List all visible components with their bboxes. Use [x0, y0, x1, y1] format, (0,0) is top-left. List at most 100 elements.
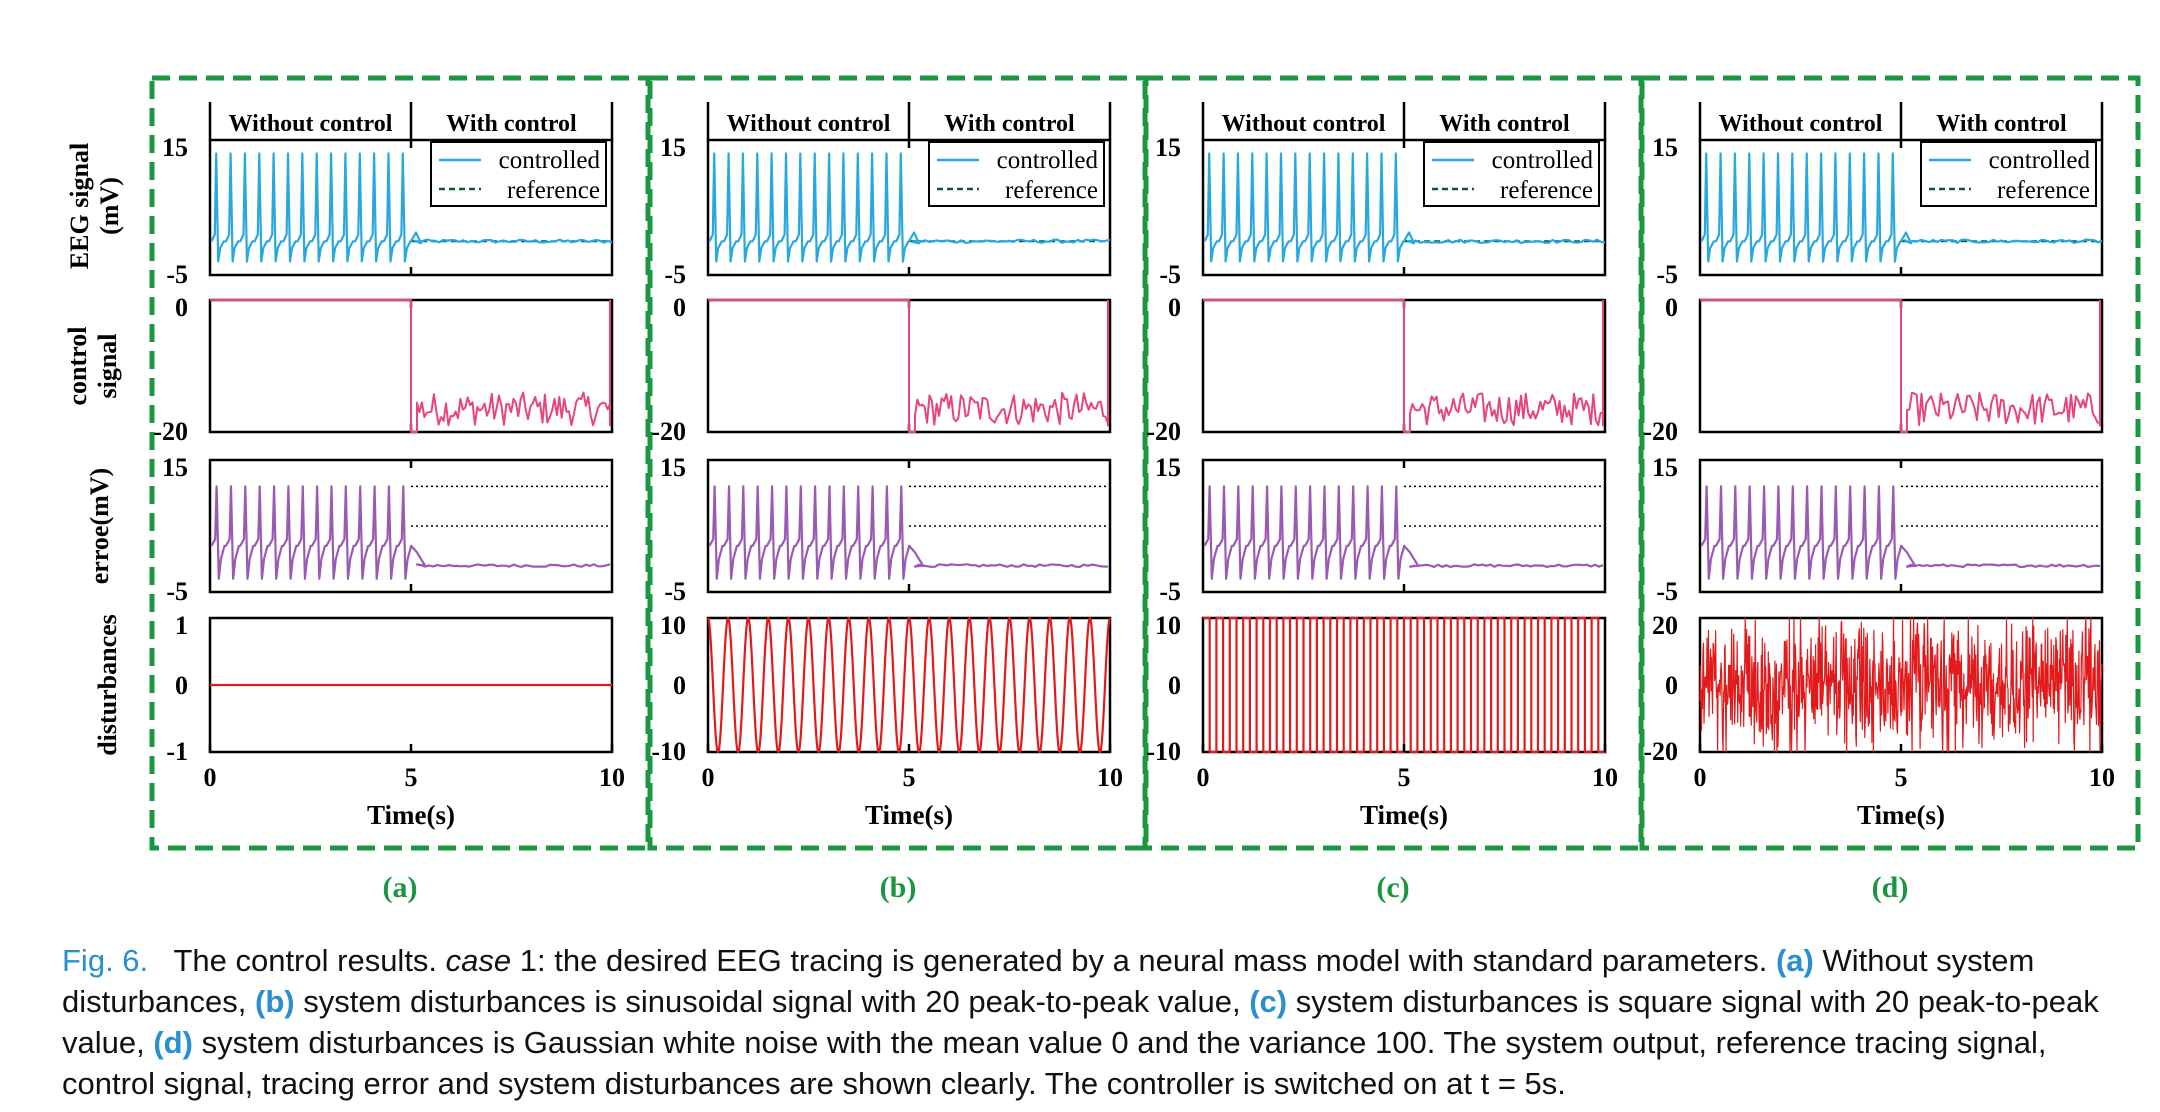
- control-ytick-label: -20: [1146, 417, 1181, 446]
- panel-a: Without control With control 1 5 -5 controlle…: [149, 75, 651, 904]
- eeg-controlled-line: [210, 152, 613, 263]
- legend-label-reference: reference: [1005, 177, 1098, 204]
- segment-label-without-control: Without control: [727, 111, 891, 137]
- disturbance-ytick-label: 10: [1155, 611, 1181, 640]
- caption-panel-label: (c): [1249, 984, 1288, 1019]
- control-ytick-label: 0: [175, 293, 188, 322]
- segment-label-with-control: With control: [446, 111, 577, 137]
- row-label-error: erroe(mV): [85, 468, 114, 584]
- xtick-label: 10: [1592, 763, 1618, 792]
- row-label-eeg-unit: (mV): [95, 177, 124, 235]
- xtick-label: 0: [204, 763, 217, 792]
- disturbance-line: [707, 616, 1111, 754]
- disturbance-ytick-label: 0: [175, 671, 188, 700]
- control-ytick-label: 0: [673, 293, 686, 322]
- eeg-legend: controlled reference: [1920, 141, 2097, 207]
- legend-label-reference: reference: [1997, 177, 2090, 204]
- xtick-label: 5: [1895, 763, 1908, 792]
- legend-box: [1423, 141, 1600, 207]
- x-axis-title: Time(s): [865, 800, 953, 830]
- control-ytick-label: 0: [1665, 293, 1678, 322]
- error-ytick-label: 15: [660, 453, 686, 482]
- error-ytick-label: -5: [664, 577, 686, 606]
- row-label-control-2: signal: [93, 333, 122, 398]
- error-line: [210, 485, 611, 580]
- caption-fig-label: Fig. 6.: [62, 943, 149, 978]
- control-ytick-label: -20: [651, 417, 686, 446]
- eeg-ytick-label: -5: [166, 260, 188, 289]
- error-line: [1203, 485, 1604, 580]
- eeg-ytick-label: -5: [1159, 260, 1181, 289]
- disturbance-line: [1699, 617, 2103, 753]
- xtick-label: 5: [1398, 763, 1411, 792]
- caption-text: system disturbances is square signal wit…: [62, 984, 2099, 1060]
- panel-label: (b): [880, 871, 917, 904]
- legend-label-reference: reference: [1500, 177, 1593, 204]
- caption-panel-label: (a): [1775, 943, 1814, 978]
- xtick-label: 10: [599, 763, 625, 792]
- xtick-label: 10: [2089, 763, 2115, 792]
- disturbance-ytick-label: -10: [1146, 737, 1181, 766]
- eeg-ytick-label: -5: [664, 260, 686, 289]
- eeg-ytick-label: 15: [660, 133, 686, 162]
- segment-label-with-control: With control: [1936, 111, 2067, 137]
- x-axis-title: Time(s): [367, 800, 455, 830]
- disturbance-ytick-label: 20: [1652, 611, 1678, 640]
- xtick-label: 0: [1197, 763, 1210, 792]
- eeg-legend: controlled reference: [928, 141, 1105, 207]
- legend-label-reference: reference: [507, 177, 600, 204]
- row-label-eeg: EEG signal: [65, 143, 94, 269]
- error-ytick-label: -5: [1656, 577, 1678, 606]
- panel-label: (a): [383, 871, 418, 904]
- eeg-controlled-line: [1700, 152, 2103, 263]
- legend-label-controlled: controlled: [997, 147, 1099, 174]
- disturbance-ytick-label: 1: [175, 611, 188, 640]
- control-signal-line: [708, 299, 1109, 433]
- panel-frame: [1639, 75, 2141, 851]
- xtick-label: 0: [702, 763, 715, 792]
- panel-b: Without control With control 15 -5 controlle…: [647, 75, 1149, 904]
- error-ytick-label: 15: [1652, 453, 1678, 482]
- segment-label-with-control: With control: [944, 111, 1075, 137]
- xtick-label: 5: [903, 763, 916, 792]
- eeg-controlled-line: [1203, 152, 1606, 263]
- segment-label-without-control: Without control: [1719, 111, 1883, 137]
- caption-panel-label: (b): [255, 984, 295, 1019]
- panel-label: (c): [1376, 871, 1409, 904]
- xtick-label: 10: [1097, 763, 1123, 792]
- xtick-label: 5: [405, 763, 418, 792]
- disturbance-ytick-label: 0: [673, 671, 686, 700]
- panel-label: (d): [1872, 871, 1909, 904]
- segment-label-without-control: Without control: [1222, 111, 1386, 137]
- error-ytick-label: 15: [1155, 453, 1181, 482]
- disturbance-ytick-label: 10: [660, 611, 686, 640]
- x-axis-title: Time(s): [1360, 800, 1448, 830]
- row-label-control: control: [63, 327, 92, 406]
- legend-label-controlled: controlled: [499, 147, 601, 174]
- disturbance-ytick-label: -10: [651, 737, 686, 766]
- disturbance-ytick-label: -20: [1643, 737, 1678, 766]
- eeg-ytick-label: 15: [1155, 133, 1181, 162]
- legend-box: [430, 141, 607, 207]
- error-line: [1700, 485, 2101, 580]
- control-ytick-label: 0: [1168, 293, 1181, 322]
- panel-d: Without control With control 15 -5 controlle…: [1639, 75, 2141, 904]
- legend-label-controlled: controlled: [1492, 147, 1594, 174]
- caption-text: Without system disturbances,: [62, 943, 2035, 1019]
- control-ytick-label: -20: [153, 417, 188, 446]
- legend-box: [928, 141, 1105, 207]
- legend-box: [1920, 141, 2097, 207]
- segment-label-without-control: Without control: [229, 111, 393, 137]
- row-label-disturbance: disturbances: [93, 614, 122, 756]
- segment-label-with-control: With control: [1439, 111, 1570, 137]
- panel-c: Without control With control 15 -5 controlle…: [1142, 75, 1644, 904]
- error-ytick-label: -5: [166, 577, 188, 606]
- disturbance-line: [1203, 616, 1605, 754]
- caption-text: 1: the desired EEG tracing is generated …: [519, 943, 1768, 978]
- legend-label-controlled: controlled: [1989, 147, 2091, 174]
- figure-panels: EEG signal (mV) control signal erroe(mV) dist…: [63, 75, 2141, 904]
- eeg-legend: controlled reference: [1423, 141, 1600, 207]
- eeg-legend: controlled reference: [430, 141, 607, 207]
- disturbance-ytick-label: 0: [1168, 671, 1181, 700]
- control-signal-line: [1700, 299, 2101, 433]
